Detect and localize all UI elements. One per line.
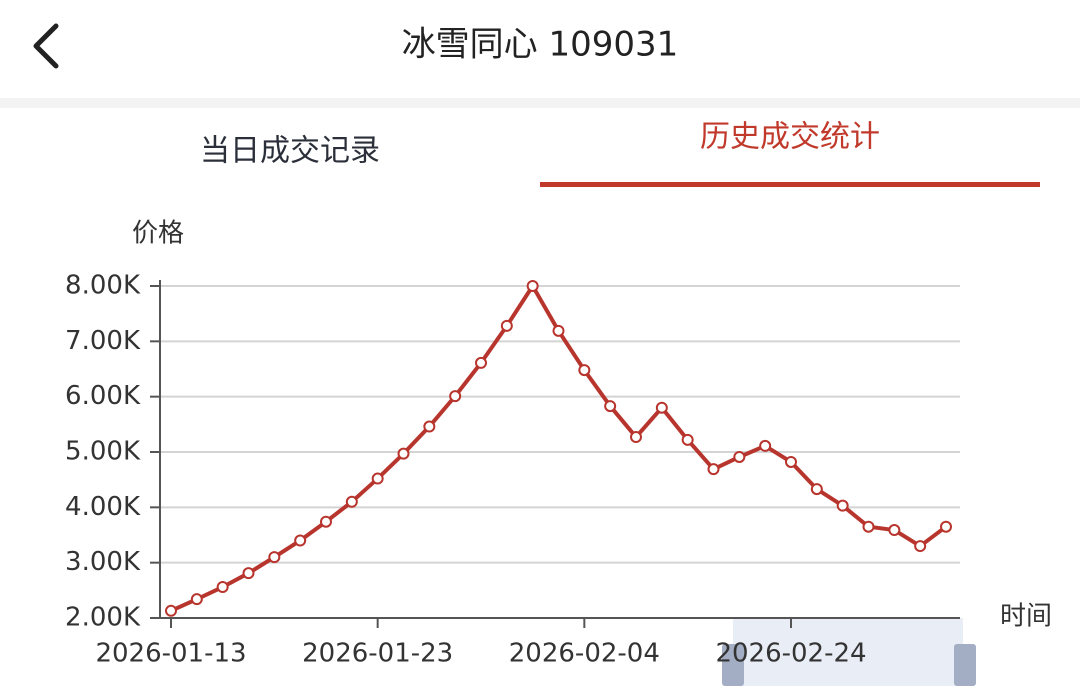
x-tick-label: 2026-02-04: [509, 639, 660, 669]
x-tick-label: 2026-01-23: [302, 639, 453, 669]
point: [423, 420, 436, 433]
point: [165, 604, 177, 617]
point: [810, 483, 823, 496]
point: [449, 390, 462, 403]
y-tick-label: 5.00K: [65, 437, 141, 467]
tab-active[interactable]: 历史成交统计: [700, 120, 880, 155]
point: [836, 499, 849, 512]
point: [500, 319, 513, 332]
point: [914, 540, 927, 553]
point: [345, 495, 358, 508]
point: [216, 581, 229, 594]
point: [268, 551, 281, 564]
back-button[interactable]: [33, 23, 59, 69]
page-title: 冰雪同心 109031: [402, 25, 679, 65]
y-tick-label: 7.00K: [65, 326, 141, 356]
divider: [0, 98, 1080, 108]
data-zoom[interactable]: [722, 618, 976, 688]
point: [888, 524, 901, 537]
zoom-handle[interactable]: [954, 644, 976, 686]
y-tick-label: 6.00K: [65, 381, 141, 411]
point: [862, 520, 875, 533]
x-tick-label: 2026-02-24: [715, 639, 866, 669]
x-tick-label: 2026-01-13: [95, 639, 246, 669]
point: [294, 534, 307, 547]
point: [578, 364, 591, 377]
tab-underline: [540, 182, 1040, 187]
tab[interactable]: 当日成交记录: [200, 134, 380, 169]
point: [940, 520, 952, 533]
point: [526, 280, 539, 292]
zoom-window: [733, 618, 963, 688]
point: [190, 593, 203, 606]
zoom-handle[interactable]: [722, 644, 744, 686]
point: [397, 447, 410, 460]
point: [475, 356, 487, 369]
point: [630, 431, 642, 444]
point: [242, 567, 255, 580]
y-axis-label: 价格: [132, 219, 184, 249]
y-tick-label: 2.00K: [65, 603, 141, 633]
y-tick-label: 4.00K: [65, 492, 141, 522]
point: [785, 455, 797, 468]
point: [759, 439, 772, 452]
point: [320, 515, 332, 528]
point: [604, 400, 617, 413]
y-tick-label: 8.00K: [65, 271, 141, 301]
y-tick-label: 3.00K: [65, 547, 141, 577]
point: [552, 324, 565, 337]
point: [371, 472, 384, 485]
point: [681, 433, 694, 446]
point: [707, 463, 720, 476]
x-axis-label: 时间: [1000, 602, 1052, 632]
point: [733, 450, 746, 463]
point: [655, 401, 668, 414]
